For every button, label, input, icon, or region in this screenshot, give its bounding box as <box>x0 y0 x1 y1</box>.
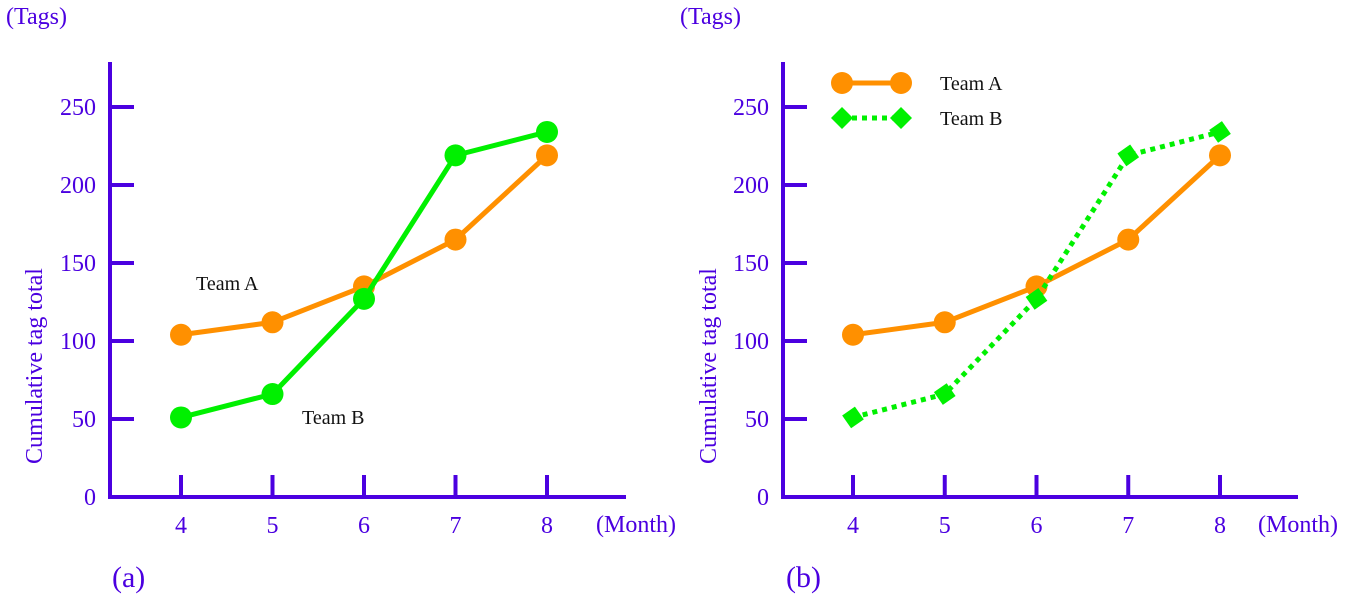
y-unit-label: (Tags) <box>6 4 67 30</box>
legend-marker-circle <box>831 72 853 94</box>
x-tick-label: 8 <box>541 513 553 539</box>
y-tick-label: 200 <box>60 173 96 199</box>
data-point-circle <box>444 228 467 251</box>
x-tick-label: 5 <box>939 513 951 539</box>
data-point-circle <box>1025 275 1048 298</box>
data-point-circle <box>261 311 284 334</box>
data-point-diamond <box>1209 121 1231 143</box>
panel-label: (a) <box>112 561 145 594</box>
y-tick-label: 0 <box>757 485 769 511</box>
legend: Team A Team B <box>831 72 1003 130</box>
x-tick-label: 6 <box>1031 513 1043 539</box>
y-tick-label: 200 <box>733 173 769 199</box>
data-point-diamond <box>1117 144 1140 167</box>
data-point-diamond <box>842 406 864 429</box>
x-tick-label: 4 <box>175 513 187 539</box>
data-point-circle <box>353 287 375 310</box>
series-team-b <box>842 121 1231 429</box>
series-team-a <box>842 144 1231 346</box>
x-tick-label: 8 <box>1214 513 1226 539</box>
data-point-circle <box>170 406 192 429</box>
data-point-circle <box>1209 144 1231 167</box>
data-point-circle <box>536 120 558 143</box>
series-line <box>852 129 1221 420</box>
legend-item: Team A <box>831 72 1003 95</box>
x-tick-label: 6 <box>358 513 370 539</box>
legend-marker-diamond <box>831 107 853 129</box>
data-point-circle <box>933 311 956 334</box>
y-tick-label: 250 <box>733 95 769 121</box>
x-tick-label: 5 <box>267 513 279 539</box>
series-team-a <box>170 144 558 346</box>
y-tick-label: 100 <box>60 329 96 355</box>
data-point-circle <box>170 323 192 346</box>
y-tick-label: 50 <box>745 407 769 433</box>
y-tick-label: 150 <box>60 251 96 277</box>
data-point-diamond <box>1025 288 1048 310</box>
panel-label: (b) <box>786 561 821 594</box>
y-tick-label: 0 <box>84 485 96 511</box>
data-point-circle <box>444 144 467 167</box>
data-point-circle <box>536 144 558 167</box>
x-tick-label: 4 <box>847 513 859 539</box>
series-annotation: Team A <box>196 273 259 295</box>
y-tick-label: 250 <box>60 95 96 121</box>
data-point-circle <box>842 323 864 346</box>
y-tick-label: 50 <box>72 407 96 433</box>
legend-label: Team A <box>940 73 1003 95</box>
legend-marker-circle <box>890 72 912 94</box>
x-axis-label: (Month) <box>596 512 676 538</box>
series-annotation: Team B <box>302 407 364 429</box>
y-tick-label: 150 <box>733 251 769 277</box>
x-axis-label: (Month) <box>1258 512 1338 538</box>
chart-panel-b: 0 50 100 150 200 250 4 5 6 7 8 (Tags) (Month) Cumulat… <box>680 4 1338 594</box>
y-unit-label: (Tags) <box>680 4 741 30</box>
data-point-diamond <box>933 383 956 405</box>
chart-panel-a: 0 50 100 150 200 250 4 5 6 7 8 (Tags) (Month) Cumulat… <box>6 4 676 594</box>
legend-item: Team B <box>831 107 1002 130</box>
x-tick-label: 7 <box>1122 513 1134 539</box>
y-tick-label: 100 <box>733 329 769 355</box>
data-point-circle <box>1117 228 1140 251</box>
y-axis-label: Cumulative tag total <box>696 268 722 464</box>
data-point-circle <box>261 383 284 406</box>
legend-label: Team B <box>940 108 1002 130</box>
y-axis-label: Cumulative tag total <box>22 268 48 464</box>
legend-marker-diamond <box>890 107 912 129</box>
series-team-b <box>170 120 558 429</box>
x-tick-label: 7 <box>450 513 462 539</box>
